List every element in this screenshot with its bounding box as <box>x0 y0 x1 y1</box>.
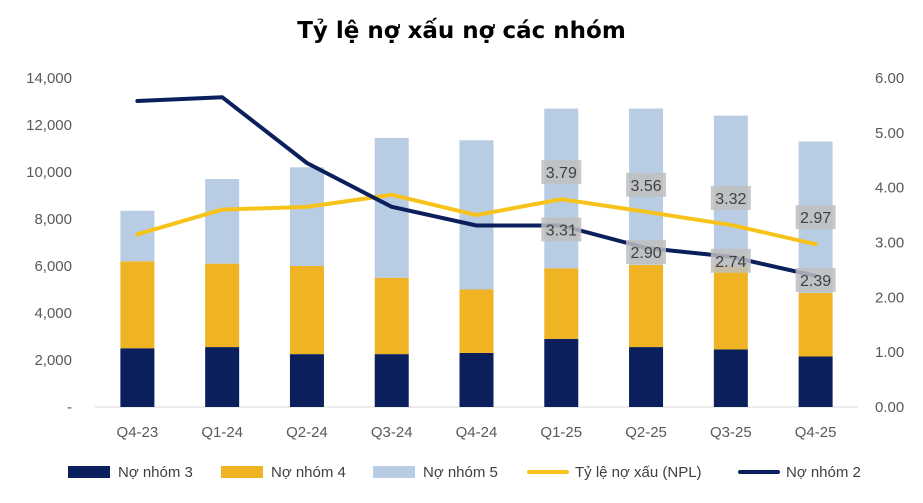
data-label-box <box>710 185 751 210</box>
bar-segment-4 <box>713 266 748 350</box>
bar-segment-5 <box>544 108 579 269</box>
bar-segment-4 <box>374 277 409 355</box>
legend-swatch <box>373 466 415 478</box>
legend-label: Nợ nhóm 2 <box>786 464 861 481</box>
data-label-box <box>626 239 667 264</box>
y-left-tick-label: 4,000 <box>34 305 72 322</box>
x-tick-label: Q2-25 <box>625 424 667 441</box>
x-tick-label: Q3-25 <box>710 424 752 441</box>
x-tick-label: Q4-23 <box>117 424 159 441</box>
bar-segment-4 <box>798 293 833 357</box>
x-tick-label: Q2-24 <box>286 424 328 441</box>
bar-segment-3 <box>374 354 409 407</box>
y-left-tick-label: - <box>67 399 72 416</box>
x-tick-label: Q4-24 <box>456 424 498 441</box>
data-label-box <box>541 217 582 242</box>
x-tick-label: Q3-24 <box>371 424 413 441</box>
legend-swatch <box>68 466 110 478</box>
y-left-tick-label: 8,000 <box>34 211 72 228</box>
legend-label: Tỷ lệ nợ xấu (NPL) <box>575 464 702 481</box>
y-left-tick-label: 10,000 <box>26 164 72 181</box>
y-right-tick-label: 1.00 <box>875 344 904 361</box>
legend-swatch <box>221 466 263 478</box>
bar-segment-3 <box>629 347 664 407</box>
data-label: 3.32 <box>715 191 746 208</box>
legend-label: Nợ nhóm 5 <box>423 464 498 481</box>
bar-segment-3 <box>289 354 324 407</box>
data-label: 2.74 <box>715 254 746 271</box>
bar-segment-4 <box>205 263 240 348</box>
bar-segment-4 <box>459 289 494 353</box>
x-tick-label: Q1-24 <box>201 424 243 441</box>
data-label: 3.31 <box>546 223 577 240</box>
bar-segment-3 <box>205 347 240 407</box>
y-left-tick-label: 14,000 <box>26 70 72 87</box>
bar-segment-5 <box>205 179 240 264</box>
data-label: 2.90 <box>630 245 661 262</box>
y-left-tick-label: 12,000 <box>26 117 72 134</box>
bar-segment-3 <box>713 349 748 407</box>
y-right-tick-label: 0.00 <box>875 399 904 416</box>
bar-segment-5 <box>289 167 324 266</box>
data-label: 2.97 <box>800 210 831 227</box>
bar-segment-4 <box>629 264 664 348</box>
y-right-tick-label: 3.00 <box>875 235 904 252</box>
bar-segment-3 <box>798 356 833 407</box>
bar-segment-3 <box>120 348 155 407</box>
data-label-box <box>541 160 582 185</box>
y-right-tick-label: 6.00 <box>875 70 904 87</box>
data-label-box <box>626 172 667 197</box>
bar-segment-3 <box>459 352 494 407</box>
bar-segment-3 <box>544 338 579 407</box>
y-left-tick-label: 2,000 <box>34 352 72 369</box>
data-label-box <box>795 205 836 230</box>
data-label-box <box>795 267 836 292</box>
x-tick-label: Q1-25 <box>540 424 582 441</box>
legend-label: Nợ nhóm 3 <box>118 464 193 481</box>
bar-segment-4 <box>289 266 324 355</box>
data-label: 3.79 <box>546 165 577 182</box>
legend-label: Nợ nhóm 4 <box>271 464 346 481</box>
y-right-tick-label: 2.00 <box>875 289 904 306</box>
data-label-box <box>710 248 751 273</box>
y-right-tick-label: 5.00 <box>875 125 904 142</box>
chart-title: Tỷ lệ nợ xấu nợ các nhóm <box>297 18 626 44</box>
npl-line <box>135 192 818 247</box>
y-left-tick-label: 6,000 <box>34 258 72 275</box>
data-label: 2.39 <box>800 273 831 290</box>
x-tick-label: Q4-25 <box>795 424 837 441</box>
group2-line <box>135 95 818 278</box>
data-label: 3.56 <box>630 178 661 195</box>
bar-segment-4 <box>120 261 155 349</box>
bar-segment-4 <box>544 268 579 339</box>
y-right-tick-label: 4.00 <box>875 180 904 197</box>
